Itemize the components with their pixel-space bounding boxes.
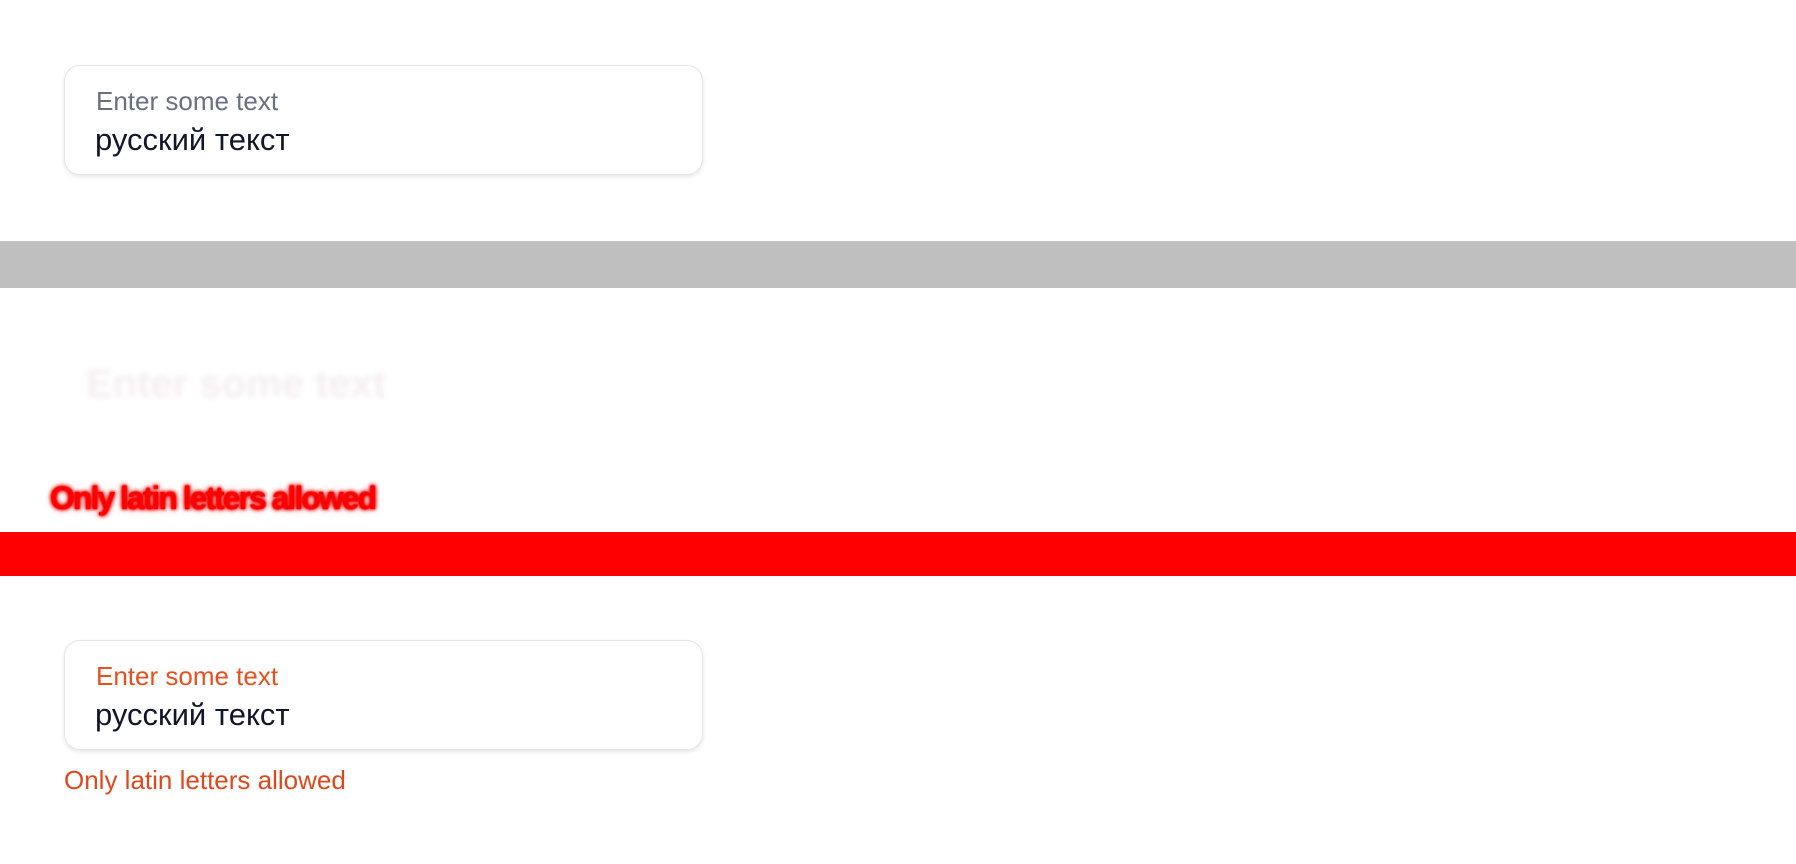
field-label: Enter some text bbox=[96, 86, 279, 116]
error-message: Only latin letters allowed bbox=[64, 765, 346, 795]
diff-highlight-band bbox=[0, 532, 1796, 576]
diff-error-message: Only latin letters allowed bbox=[50, 480, 377, 516]
text-field-normal[interactable]: Enter some text bbox=[64, 65, 703, 175]
text-input[interactable] bbox=[95, 120, 655, 160]
field-label-error: Enter some text bbox=[96, 661, 279, 691]
diff-panel bbox=[0, 288, 1796, 532]
bottom-panel: Enter some text Only latin letters allow… bbox=[0, 576, 1796, 864]
text-input-error[interactable] bbox=[95, 695, 655, 735]
separator-band bbox=[0, 241, 1796, 288]
diff-ghost-label: Enter some text bbox=[86, 362, 387, 406]
top-panel: Enter some text bbox=[0, 0, 1796, 241]
text-field-error[interactable]: Enter some text bbox=[64, 640, 703, 750]
